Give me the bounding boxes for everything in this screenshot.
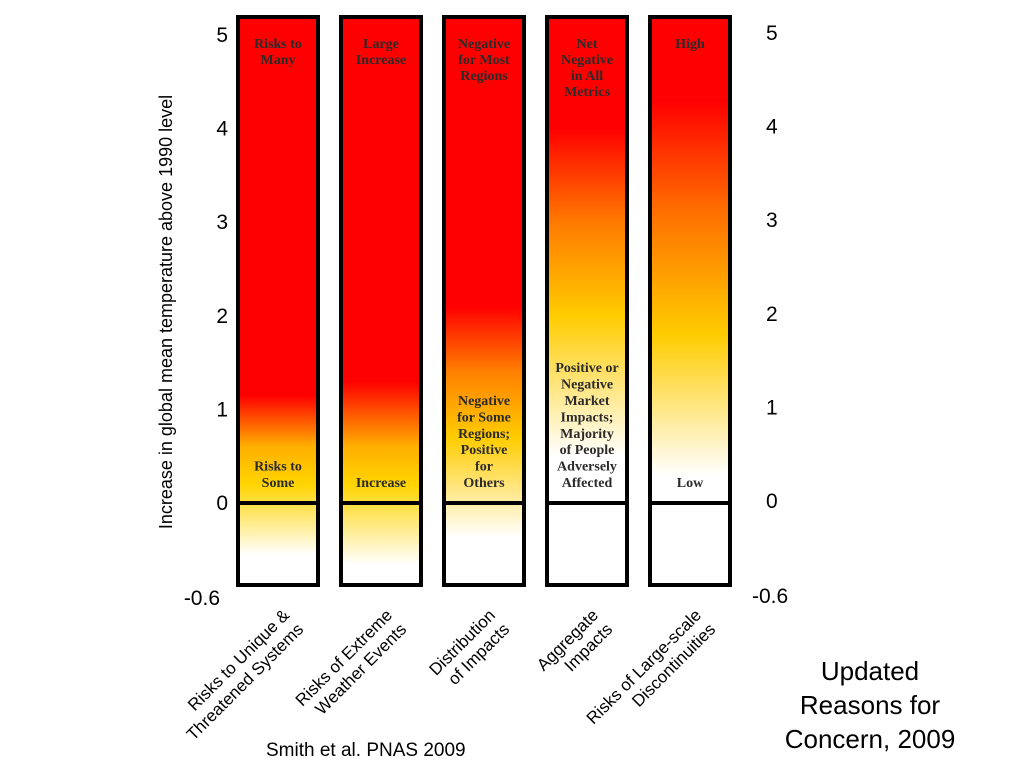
y-tick-left: -0.6 bbox=[184, 587, 220, 610]
bar-top-label: for Most bbox=[458, 53, 510, 68]
y-tick-left: 2 bbox=[216, 305, 228, 328]
bar-bottom-label: of People bbox=[560, 443, 615, 458]
title-line-3: Concern, 2009 bbox=[784, 724, 956, 754]
bar-top-label: Regions bbox=[460, 69, 508, 84]
y-tick-right: 3 bbox=[766, 209, 778, 232]
slide-title: Updated Reasons for Concern, 2009 bbox=[752, 654, 988, 756]
bar-top-label: in All bbox=[571, 69, 603, 84]
bar-bottom-label: Majority bbox=[560, 427, 614, 442]
y-tick-right: 2 bbox=[766, 303, 778, 326]
bar-bottom-label: Low bbox=[677, 476, 704, 491]
y-tick-left: 0 bbox=[216, 492, 228, 515]
y-tick-right: 5 bbox=[766, 22, 778, 45]
y-axis-right-ticks: 5 4 3 2 1 0 -0.6 bbox=[752, 22, 788, 608]
bar-top-label: Risks to bbox=[254, 37, 302, 52]
y-axis-label: Increase in global mean temperature abov… bbox=[156, 95, 176, 529]
bar-top-label: High bbox=[675, 37, 705, 52]
bar-rect bbox=[442, 15, 526, 587]
bar-bottom-label: for bbox=[475, 460, 493, 475]
bar-top-label: Increase bbox=[356, 53, 406, 68]
y-tick-left: 5 bbox=[216, 24, 228, 47]
citation: Smith et al. PNAS 2009 bbox=[266, 740, 466, 761]
y-tick-right: 0 bbox=[766, 490, 778, 513]
y-tick-left: 1 bbox=[216, 398, 228, 421]
bar-bottom-label: Negative bbox=[561, 378, 613, 393]
y-tick-right: 4 bbox=[766, 116, 778, 139]
y-tick-left: 4 bbox=[216, 118, 228, 141]
bar-top-label: Metrics bbox=[564, 85, 610, 100]
category-labels: Risks to Unique &Threatened SystemsRisks… bbox=[183, 605, 719, 744]
bar-rect bbox=[648, 15, 732, 587]
bar-bottom-label: Regions; bbox=[458, 427, 510, 442]
title-line-2: Reasons for bbox=[799, 690, 941, 720]
bar-top-label: Negative bbox=[458, 37, 510, 52]
bar-bottom-label: Increase bbox=[356, 476, 406, 491]
bar-top-label: Many bbox=[261, 53, 296, 68]
y-axis-left-ticks: 5 4 3 2 1 0 -0.6 bbox=[184, 24, 229, 610]
y-tick-left: 3 bbox=[216, 211, 228, 234]
bar-5: High Low bbox=[648, 15, 732, 587]
category-label-line: Threatened Systems bbox=[183, 620, 307, 744]
bar-bottom-label: Impacts; bbox=[561, 410, 614, 425]
bar-bottom-label: for Some bbox=[457, 410, 511, 425]
bar-bottom-label: Affected bbox=[562, 476, 613, 491]
bar-bottom-label: Market bbox=[564, 394, 609, 409]
bar-rect bbox=[236, 15, 320, 587]
bar-bottom-label: Adversely bbox=[557, 460, 617, 475]
bar-top-label: Large bbox=[363, 37, 399, 52]
y-tick-right: -0.6 bbox=[752, 585, 788, 608]
bar-bottom-label: Positive bbox=[461, 443, 508, 458]
bar-bottom-label: Positive or bbox=[555, 361, 618, 376]
category-label-1: Risks to Unique &Threatened Systems bbox=[183, 605, 307, 744]
bar-bottom-label: Negative bbox=[458, 394, 510, 409]
bar-rect bbox=[545, 15, 629, 587]
title-line-1: Updated bbox=[820, 656, 920, 686]
bar-rect bbox=[339, 15, 423, 587]
bar-bottom-label: Others bbox=[463, 476, 505, 491]
y-tick-right: 1 bbox=[766, 396, 778, 419]
bar-bottom-label: Some bbox=[262, 476, 295, 491]
bar-bottom-label: Risks to bbox=[254, 460, 302, 475]
bar-top-label: Net bbox=[577, 37, 598, 52]
bar-top-label: Negative bbox=[561, 53, 613, 68]
